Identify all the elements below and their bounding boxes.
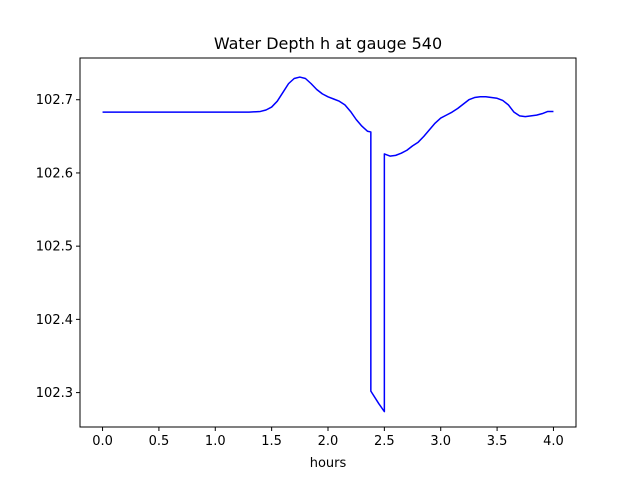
y-axis: 102.3 102.4 102.5 102.6 102.7 — [36, 93, 80, 401]
x-tick-label: 0.0 — [92, 434, 113, 449]
series-layer — [102, 76, 554, 413]
series-line — [102, 76, 554, 413]
x-tick-label: 1.5 — [261, 434, 282, 449]
x-tick-label: 3.0 — [430, 434, 451, 449]
plot-area: 0.0 0.5 1.0 1.5 2.0 2.5 3.0 3.5 4.0 102.3102.410… — [36, 57, 577, 449]
y-tick-label: 102.4 — [36, 313, 73, 328]
x-tick-label: 2.5 — [374, 434, 395, 449]
y-tick-label: 102.6 — [36, 166, 73, 181]
y-tick-label: 102.3 — [36, 386, 73, 401]
x-tick-label: 3.5 — [487, 434, 508, 449]
chart-title: Water Depth h at gauge 540 — [214, 34, 442, 53]
y-tick-label: 102.5 — [36, 240, 73, 255]
x-tick-label: 0.5 — [149, 434, 170, 449]
x-tick-label: 4.0 — [543, 434, 564, 449]
x-axis-label: hours — [310, 456, 347, 471]
x-tick-label: 1.0 — [205, 434, 226, 449]
x-tick-label: 2.0 — [318, 434, 339, 449]
y-tick-label: 102.7 — [36, 93, 73, 108]
x-axis: 0.0 0.5 1.0 1.5 2.0 2.5 3.0 3.5 4.0 — [92, 427, 564, 449]
